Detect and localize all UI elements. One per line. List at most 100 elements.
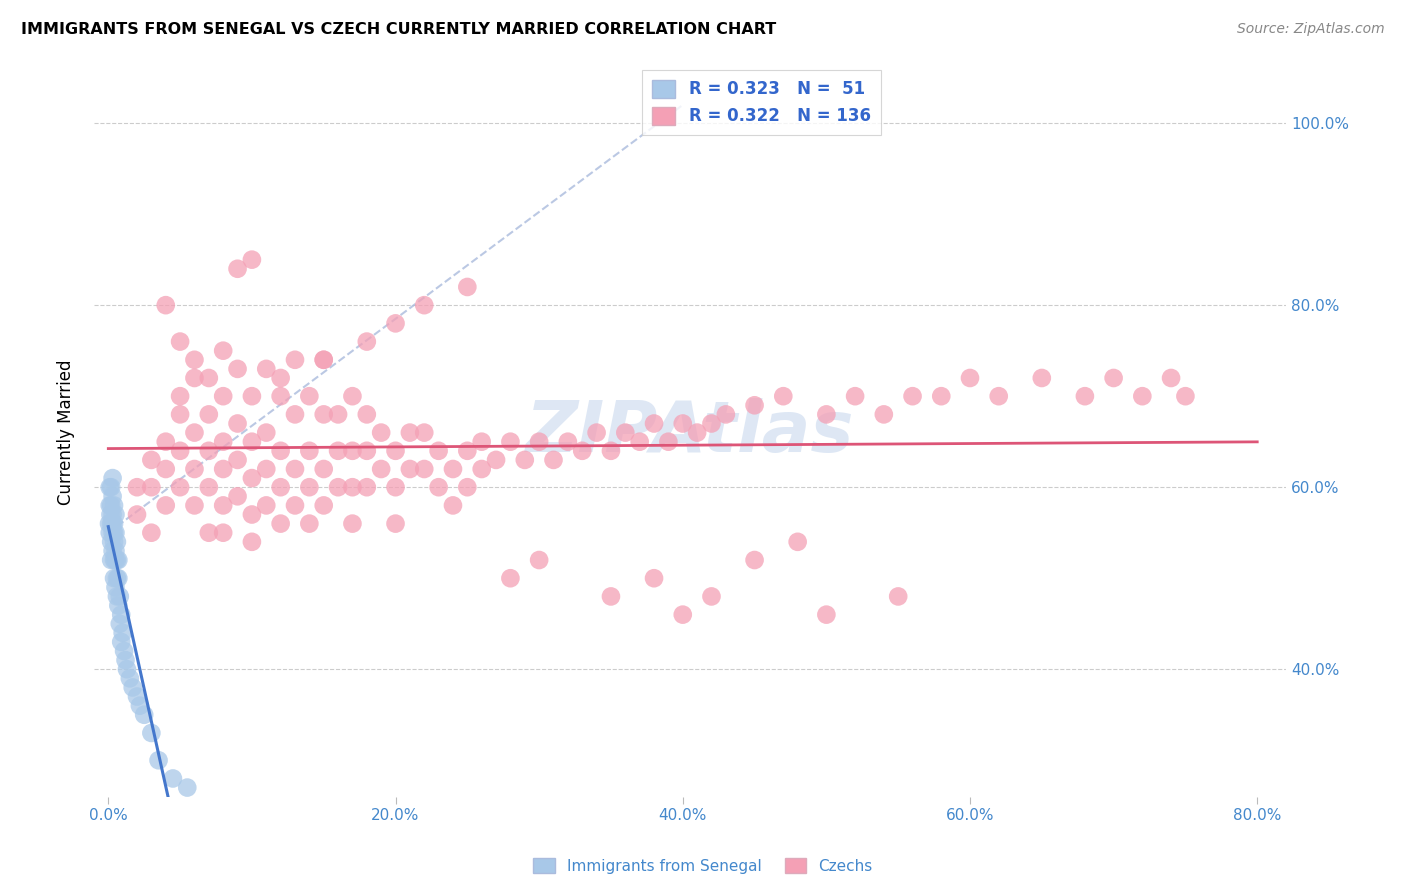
Point bbox=[176, 780, 198, 795]
Point bbox=[128, 698, 150, 713]
Point bbox=[772, 389, 794, 403]
Point bbox=[198, 525, 221, 540]
Point bbox=[614, 425, 637, 440]
Point bbox=[240, 389, 263, 403]
Point bbox=[100, 499, 122, 513]
Point bbox=[169, 334, 191, 349]
Point bbox=[100, 553, 122, 567]
Point bbox=[901, 389, 924, 403]
Point bbox=[513, 453, 536, 467]
Point bbox=[103, 553, 125, 567]
Point bbox=[284, 499, 307, 513]
Point bbox=[125, 690, 148, 704]
Point bbox=[700, 417, 723, 431]
Point bbox=[98, 516, 121, 531]
Point bbox=[104, 544, 127, 558]
Point bbox=[108, 616, 131, 631]
Text: Source: ZipAtlas.com: Source: ZipAtlas.com bbox=[1237, 22, 1385, 37]
Point bbox=[744, 398, 766, 412]
Point bbox=[413, 298, 436, 312]
Point bbox=[226, 261, 249, 276]
Point bbox=[384, 317, 406, 331]
Point bbox=[183, 425, 205, 440]
Point bbox=[270, 371, 292, 385]
Legend: Immigrants from Senegal, Czechs: Immigrants from Senegal, Czechs bbox=[527, 852, 879, 880]
Point bbox=[312, 352, 335, 367]
Point bbox=[284, 462, 307, 476]
Point bbox=[312, 499, 335, 513]
Point bbox=[370, 425, 392, 440]
Point bbox=[485, 453, 508, 467]
Point bbox=[384, 516, 406, 531]
Point bbox=[183, 371, 205, 385]
Point bbox=[356, 443, 378, 458]
Point bbox=[141, 480, 163, 494]
Point bbox=[312, 462, 335, 476]
Point bbox=[169, 408, 191, 422]
Point bbox=[183, 499, 205, 513]
Point bbox=[240, 508, 263, 522]
Point bbox=[657, 434, 679, 449]
Point bbox=[240, 534, 263, 549]
Point bbox=[148, 753, 170, 767]
Point bbox=[212, 462, 235, 476]
Point bbox=[212, 434, 235, 449]
Point bbox=[628, 434, 651, 449]
Point bbox=[326, 480, 349, 494]
Point bbox=[342, 516, 364, 531]
Point bbox=[600, 590, 623, 604]
Point bbox=[134, 707, 156, 722]
Point bbox=[198, 408, 221, 422]
Point bbox=[384, 480, 406, 494]
Text: ZIPAtlas: ZIPAtlas bbox=[526, 398, 855, 467]
Point bbox=[103, 571, 125, 585]
Point bbox=[125, 480, 148, 494]
Point bbox=[399, 462, 422, 476]
Point bbox=[456, 443, 478, 458]
Point bbox=[399, 425, 422, 440]
Point bbox=[815, 408, 838, 422]
Point bbox=[212, 499, 235, 513]
Point bbox=[326, 443, 349, 458]
Point bbox=[104, 525, 127, 540]
Point bbox=[571, 443, 593, 458]
Point bbox=[543, 453, 565, 467]
Point bbox=[672, 417, 695, 431]
Point bbox=[114, 653, 136, 667]
Point bbox=[312, 352, 335, 367]
Point bbox=[240, 252, 263, 267]
Point bbox=[100, 534, 122, 549]
Point bbox=[103, 525, 125, 540]
Point bbox=[887, 590, 910, 604]
Point bbox=[342, 480, 364, 494]
Point bbox=[254, 362, 277, 376]
Point bbox=[141, 453, 163, 467]
Point bbox=[427, 443, 450, 458]
Point bbox=[141, 726, 163, 740]
Point bbox=[141, 525, 163, 540]
Point bbox=[183, 462, 205, 476]
Point bbox=[270, 480, 292, 494]
Point bbox=[413, 425, 436, 440]
Point bbox=[270, 443, 292, 458]
Point bbox=[686, 425, 709, 440]
Point bbox=[101, 516, 124, 531]
Point bbox=[456, 280, 478, 294]
Point bbox=[471, 462, 494, 476]
Point bbox=[456, 480, 478, 494]
Point bbox=[370, 462, 392, 476]
Point bbox=[169, 480, 191, 494]
Point bbox=[212, 525, 235, 540]
Point bbox=[107, 599, 129, 613]
Point bbox=[413, 462, 436, 476]
Point bbox=[254, 425, 277, 440]
Point bbox=[110, 607, 132, 622]
Point bbox=[342, 389, 364, 403]
Point bbox=[183, 352, 205, 367]
Point bbox=[643, 417, 665, 431]
Point bbox=[112, 644, 135, 658]
Point bbox=[162, 772, 184, 786]
Point bbox=[98, 525, 121, 540]
Point bbox=[298, 443, 321, 458]
Point bbox=[115, 662, 138, 676]
